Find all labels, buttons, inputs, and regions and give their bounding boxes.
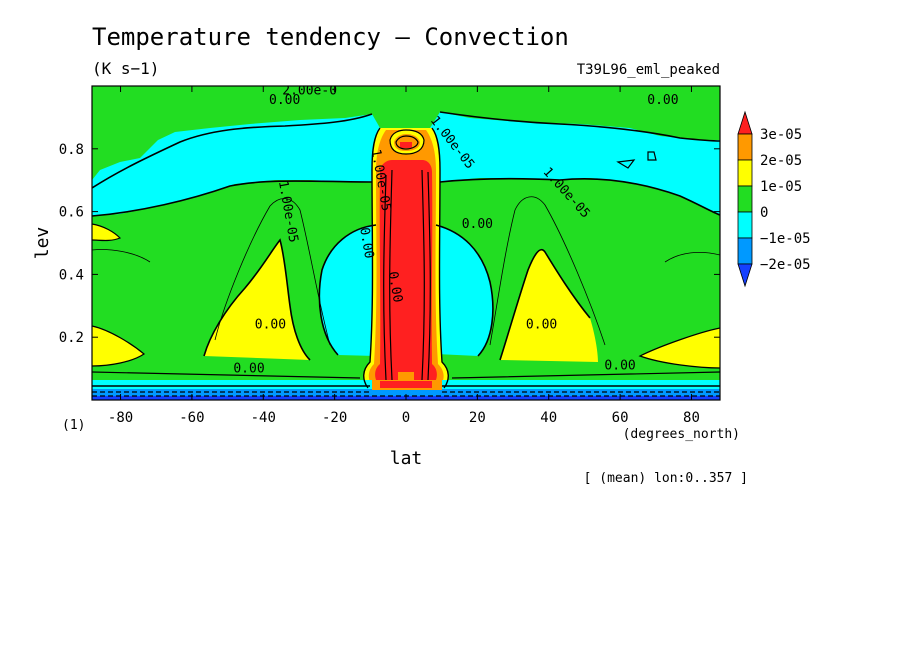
units-label: (K s−1): [92, 59, 159, 78]
colorbar-label: 3e-05: [760, 127, 802, 143]
colorbar-bottom-arrow: [737, 263, 753, 288]
colorbar-top-arrow: [737, 110, 753, 135]
contour-lines: [92, 111, 720, 397]
run-label: T39L96_eml_peaked: [577, 62, 720, 78]
positive-region-sh-edge: [92, 224, 120, 241]
x-tick-label: 0: [402, 410, 410, 426]
x-tick-label: 20: [469, 410, 486, 426]
positive-region-nh: [500, 249, 598, 362]
x-tick-label: 60: [612, 410, 629, 426]
colorbar-segment: [737, 133, 753, 161]
contour-label: 0.00: [356, 226, 376, 259]
contour-label: 0.00: [269, 93, 300, 108]
negative-region-left: [319, 225, 376, 356]
colorbar-label: 1e-05: [760, 179, 802, 195]
colorbar-segment: [737, 211, 753, 239]
contour-label: 0.00: [233, 362, 264, 377]
contour-label: 0.00: [526, 318, 557, 333]
plot-area: 0.00 0.000.00 0.000.000.000.000.00 0.001.00…: [92, 84, 720, 400]
x-tick-label: -20: [322, 410, 347, 426]
positive-region-nh-low: [640, 328, 720, 368]
y-tick-label: 0.6: [59, 205, 84, 221]
positive-region-sh-low: [92, 326, 144, 366]
y-tick-label: 0.2: [59, 330, 84, 346]
colorbar-segment: [737, 185, 753, 213]
colorbar-label: 2e-05: [760, 153, 802, 169]
y-units: (1): [62, 418, 85, 433]
x-axis: -80 -60 -40 -20 0 20 40 60 80: [108, 86, 700, 426]
contour-label: 0.00: [385, 270, 405, 303]
contour-label: 0.00: [647, 93, 678, 108]
x-units: (degrees_north): [623, 427, 740, 442]
y-tick-label: 0.8: [59, 142, 84, 158]
colorbar-segment: [737, 159, 753, 187]
colorbar-label: −2e-05: [760, 257, 811, 273]
x-tick-label: 80: [683, 410, 700, 426]
colorbar-segment: [737, 237, 753, 265]
colorbar-label: −1e-05: [760, 231, 811, 247]
contour-label: 0.00: [255, 318, 286, 333]
contour-label: 2.00e-0: [282, 84, 337, 99]
positive-region-sh: [204, 240, 310, 360]
x-tick-label: -80: [108, 410, 133, 426]
x-tick-label: -40: [251, 410, 276, 426]
y-tick-label: 0.4: [59, 267, 84, 283]
negative-region-right: [436, 225, 493, 356]
x-axis-label: lat: [390, 448, 423, 469]
y-axis: 0.2 0.4 0.6 0.8: [59, 142, 720, 346]
colorbar: 3e-05 2e-05 1e-05 0 −1e-05 −2e-05: [737, 110, 811, 288]
y-axis-label: lev: [32, 227, 53, 260]
x-tick-label: -60: [179, 410, 204, 426]
contour-label: 0.00: [462, 217, 493, 232]
contour-label: 0.00: [604, 358, 635, 373]
footnote: [ (mean) lon:0..357 ]: [584, 471, 748, 486]
surface-tower-base-red: [380, 381, 432, 388]
colorbar-label: 0: [760, 205, 768, 221]
chart-title: Temperature tendency — Convection: [92, 23, 569, 51]
x-tick-label: 40: [540, 410, 557, 426]
tower-top-red: [400, 142, 412, 148]
